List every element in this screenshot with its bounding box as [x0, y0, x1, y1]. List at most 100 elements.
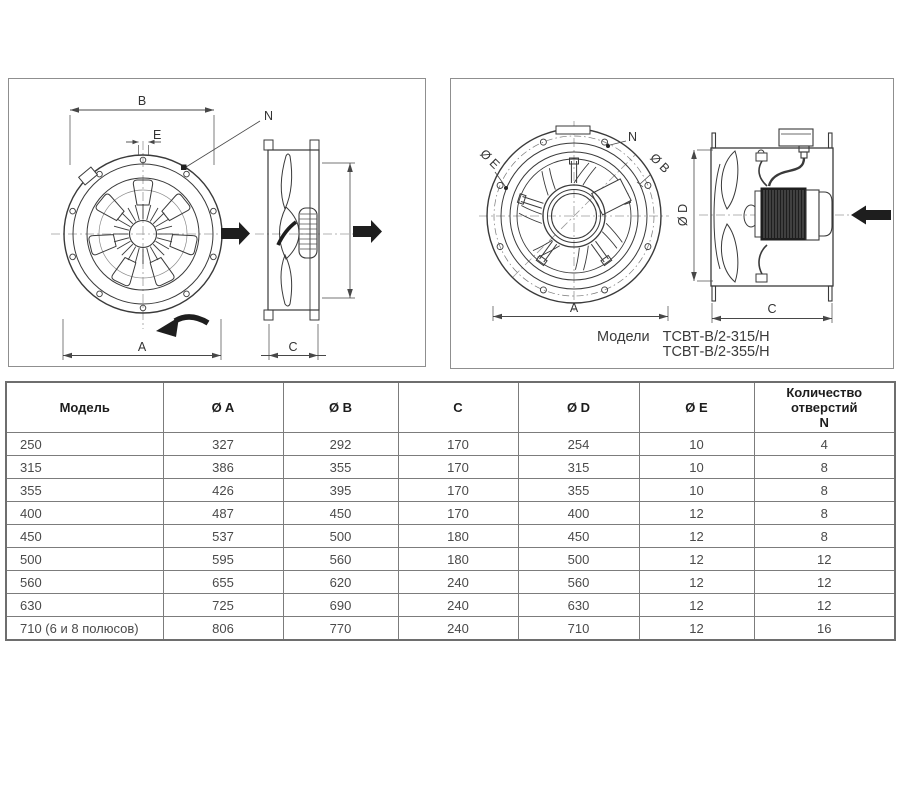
dim-label-od: Ø D — [676, 204, 690, 226]
table-cell: 170 — [397, 432, 519, 456]
table-cell: 315 — [517, 455, 640, 479]
fan-front-view — [486, 125, 662, 304]
col-header-oe: Ø E — [638, 381, 755, 433]
table-cell: 537 — [162, 524, 284, 548]
fan-drawing-right: Ø E N Ø B A — [477, 121, 891, 323]
rotation-arrow-icon — [156, 314, 210, 337]
table-cell: 170 — [397, 455, 519, 479]
fan-side-view — [263, 139, 320, 321]
table-cell: 560 — [5, 570, 164, 594]
motor-coil — [298, 207, 318, 259]
fan-drawing-left: B E N A — [51, 94, 382, 360]
table-cell: 560 — [282, 547, 399, 571]
table-cell: 8 — [753, 455, 896, 479]
drawing-panel-left: B E N A — [8, 78, 426, 367]
oe-leader — [494, 171, 508, 190]
table-header-row: Модель Ø A Ø B C Ø D Ø E Количество отве… — [5, 381, 896, 433]
table-cell: 655 — [162, 570, 284, 594]
table-cell: 595 — [162, 547, 284, 571]
table-cell: 8 — [753, 524, 896, 548]
table-cell: 8 — [753, 501, 896, 525]
table-cell: 240 — [397, 616, 519, 641]
table-cell: 12 — [753, 593, 896, 617]
table-cell: 327 — [162, 432, 284, 456]
table-cell: 355 — [5, 478, 164, 502]
table-cell: 500 — [282, 524, 399, 548]
dim-label-b: B — [138, 94, 146, 108]
dimension-b — [69, 107, 215, 165]
motor-mount — [591, 178, 632, 216]
table-cell: 170 — [397, 501, 519, 525]
table-cell: 12 — [638, 547, 755, 571]
airflow-arrow-icon — [353, 220, 382, 243]
models-label: Модели — [597, 329, 650, 345]
airflow-arrow-icon — [221, 222, 250, 245]
dim-label-oe: Ø E — [477, 147, 502, 172]
model-caption: Модели ТСВТ-В/2-315/Н ТСВТ-В/2-355/Н — [597, 330, 770, 360]
table-cell: 725 — [162, 593, 284, 617]
table-row: 630 725 690 240 630 12 12 — [5, 593, 896, 617]
table-body: 250 327 292 170 254 10 4 315 386 355 170 315 10 8 355 4… — [5, 432, 896, 641]
table-cell: 620 — [282, 570, 399, 594]
dimension-od — [691, 149, 713, 282]
table-cell: 254 — [517, 432, 640, 456]
dimension-a — [492, 306, 669, 321]
dim-label-c: C — [767, 302, 776, 316]
table-cell: 770 — [282, 616, 399, 641]
fan-side-view — [710, 128, 834, 302]
junction-box — [778, 128, 814, 159]
table-row: 400 487 450 170 400 12 8 — [5, 501, 896, 525]
dim-label-n: N — [264, 109, 273, 123]
table-row: 710 (6 и 8 полюсов) 806 770 240 710 12 16 — [5, 616, 896, 641]
dim-label-a: A — [138, 340, 147, 354]
col-header-ob: Ø B — [282, 381, 399, 433]
table-cell: 426 — [162, 478, 284, 502]
table-cell: 710 — [517, 616, 640, 641]
table-cell: 450 — [5, 524, 164, 548]
table-cell: 690 — [282, 593, 399, 617]
table-cell: 12 — [638, 524, 755, 548]
dim-label-ob: Ø B — [647, 151, 672, 176]
bracket-bolts — [755, 149, 768, 283]
col-header-oa: Ø A — [162, 381, 284, 433]
dimension-e — [126, 139, 161, 156]
table-cell: 240 — [397, 570, 519, 594]
terminal-box — [77, 166, 99, 186]
table-row: 450 537 500 180 450 12 8 — [5, 524, 896, 548]
col-header-od: Ø D — [517, 381, 640, 433]
table-cell: 630 — [5, 593, 164, 617]
table-cell: 10 — [638, 478, 755, 502]
table-cell: 10 — [638, 455, 755, 479]
dimension-c — [261, 324, 326, 360]
n-leader — [181, 120, 261, 170]
table-cell: 250 — [5, 432, 164, 456]
table-cell: 12 — [753, 547, 896, 571]
n-leader — [606, 140, 627, 148]
table-cell: 292 — [282, 432, 399, 456]
table-cell: 450 — [282, 501, 399, 525]
table-cell: 806 — [162, 616, 284, 641]
airflow-arrow-icon — [851, 205, 891, 225]
conduit — [767, 157, 806, 187]
table-row: 500 595 560 180 500 12 12 — [5, 547, 896, 571]
table-cell: 8 — [753, 478, 896, 502]
table-cell: 630 — [517, 593, 640, 617]
col-header-holes: Количество отверстий N — [753, 381, 896, 433]
table-cell: 500 — [5, 547, 164, 571]
table-cell: 560 — [517, 570, 640, 594]
col-header-c: C — [397, 381, 519, 433]
mounting-feet — [711, 132, 833, 302]
table-cell: 12 — [638, 593, 755, 617]
table-cell: 170 — [397, 478, 519, 502]
table-row: 315 386 355 170 315 10 8 — [5, 455, 896, 479]
table-cell: 500 — [517, 547, 640, 571]
motor — [754, 187, 833, 241]
model-name: ТСВТ-В/2-355/Н — [662, 344, 770, 360]
table-cell: 180 — [397, 524, 519, 548]
table-cell: 355 — [282, 455, 399, 479]
table-cell: 450 — [517, 524, 640, 548]
table-row: 355 426 395 170 355 10 8 — [5, 478, 896, 502]
dimension-c — [711, 303, 833, 323]
dimensions-table: Модель Ø A Ø B C Ø D Ø E Количество отве… — [5, 381, 896, 641]
table-cell: 400 — [517, 501, 640, 525]
